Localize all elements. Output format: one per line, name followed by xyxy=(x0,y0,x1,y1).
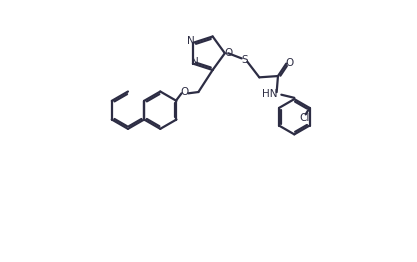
Text: N: N xyxy=(191,57,199,67)
Text: O: O xyxy=(181,87,189,97)
Text: N: N xyxy=(187,36,195,46)
Text: S: S xyxy=(241,55,248,65)
Text: O: O xyxy=(224,48,232,58)
Text: Cl: Cl xyxy=(299,113,309,123)
Text: HN: HN xyxy=(261,89,277,99)
Text: O: O xyxy=(285,58,294,68)
